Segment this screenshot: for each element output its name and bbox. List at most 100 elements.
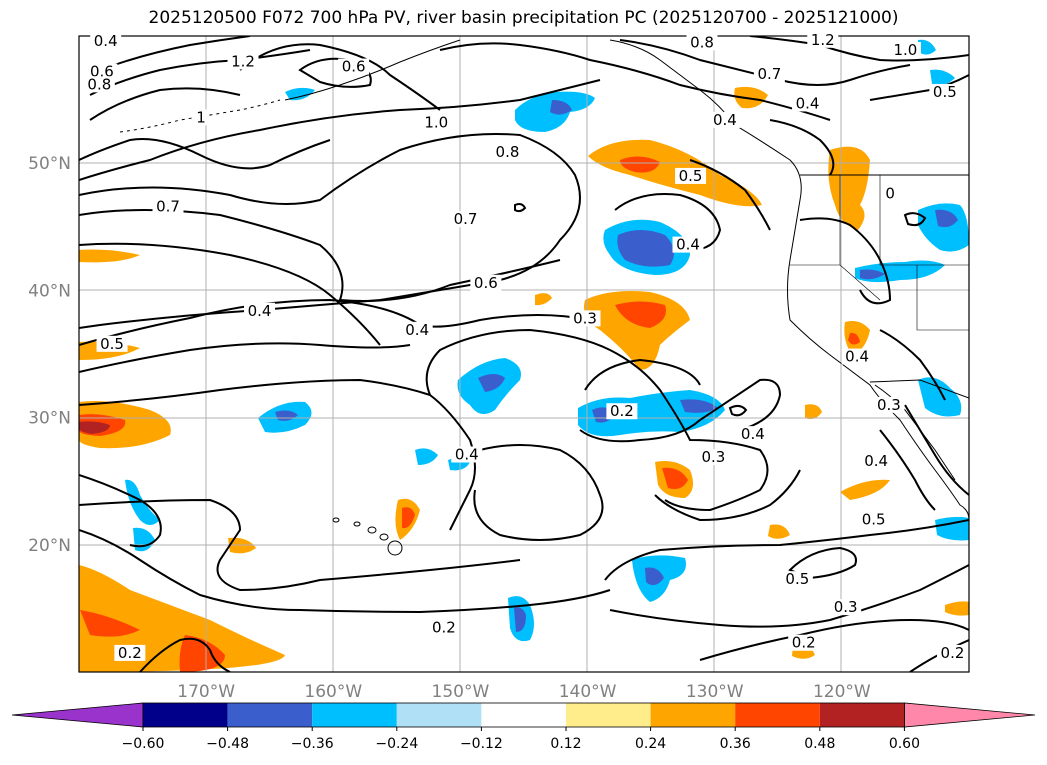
contour-label: 0.2: [941, 644, 965, 662]
longitude-tick-label: 160°W: [304, 682, 362, 702]
colorbar: −0.60 −0.48 −0.36 −0.24 −0.12 0.12 0.24 0.36 0.4…: [11, 702, 1036, 752]
pv-contour: [79, 242, 381, 346]
contour-label: 0.6: [474, 274, 498, 292]
contour-label-background: [753, 66, 785, 83]
contour-label-background: [883, 185, 897, 202]
precip-negative-core: [680, 399, 718, 413]
figure-title: 2025120500 F072 700 hPa PV, river basin …: [148, 8, 899, 28]
pv-contour: [473, 444, 604, 541]
precip-negative-patch: [415, 448, 438, 465]
colorbar-segment: [143, 703, 228, 727]
precip-positive-core: [179, 635, 225, 672]
precip-positive-core: [402, 507, 415, 529]
contour-label-background: [227, 53, 259, 70]
colorbar-tick-label: 0.48: [804, 736, 835, 752]
pv-contour: [579, 378, 782, 443]
contour-label: 1.2: [231, 52, 255, 70]
precip-negative-core: [514, 607, 526, 632]
contour-label-background: [858, 511, 890, 528]
precip-negative-core: [617, 230, 674, 267]
precip-positive-patch: [79, 401, 171, 449]
colorbar-segment: [566, 703, 651, 727]
colorbar-tick-label: 0.12: [550, 736, 581, 752]
contour-label-background: [788, 634, 820, 651]
latitude-tick-label: 50°N: [28, 154, 71, 174]
pv-contour: [699, 618, 969, 661]
pv-contour: [689, 159, 771, 231]
contour-label-background: [83, 76, 115, 93]
pv-contour: [654, 469, 801, 522]
colorbar-tick-label: 0.36: [720, 736, 751, 752]
colorbar-segment: [650, 703, 736, 727]
pv-contour: [614, 193, 722, 251]
colorbar-tick-label: −0.12: [460, 736, 503, 752]
precip-positive-patch: [945, 601, 969, 616]
colorbar-segment: [227, 703, 313, 727]
colorbar-tick-label: −0.60: [122, 736, 165, 752]
contour-label-background: [672, 236, 704, 253]
pv-contour: [584, 358, 701, 391]
contour-label: 1.0: [893, 41, 917, 59]
contour-label: 0.4: [248, 302, 272, 320]
contour-label-background: [781, 571, 813, 588]
contour-label-background: [606, 403, 638, 420]
contour-label: 0.6: [342, 58, 366, 76]
latitude-tick-label: 20°N: [28, 536, 71, 556]
colorbar-extend-min: [11, 702, 144, 728]
state-borders: [790, 175, 969, 331]
pv-contour: [788, 546, 857, 580]
precip-positive-patch: [588, 139, 762, 207]
precip-positive-core: [620, 156, 660, 173]
pv-contour: [79, 474, 162, 548]
pv-contour: [799, 217, 892, 305]
colorbar-extend-max: [904, 702, 1036, 728]
longitude-tick-label: 130°W: [686, 682, 744, 702]
precip-positive-patch: [228, 537, 256, 554]
precip-negative-core: [478, 374, 505, 392]
ocean-background: [79, 36, 969, 672]
contour-label: 0.4: [94, 32, 118, 50]
precip-negative-patch: [918, 39, 936, 55]
contour-label: 0.6: [90, 63, 114, 81]
pv-contour: [99, 36, 251, 71]
pv-contour: [139, 637, 231, 672]
longitude-tick-label: 120°W: [813, 682, 871, 702]
latitude-tick-label: 40°N: [28, 281, 71, 301]
contour-label: 0.5: [679, 167, 703, 185]
precip-negative-core: [645, 567, 664, 586]
contour-label: 0.5: [785, 570, 809, 588]
contour-label: 1.2: [811, 31, 835, 49]
colorbar-segment: [735, 703, 820, 727]
map-plot-area: [79, 36, 969, 672]
pv-contour: [879, 429, 936, 511]
contour-label-background: [420, 114, 452, 131]
contour-label-background: [889, 41, 921, 58]
contour-label: 0.2: [792, 634, 816, 652]
pv-contour: [904, 404, 969, 496]
contour-label-background: [929, 83, 961, 100]
pv-contour: [79, 138, 331, 170]
contour-label-background: [807, 31, 839, 48]
contour-label-background: [792, 95, 824, 112]
contour-label: 0.4: [796, 94, 820, 112]
map-frame: [78, 35, 970, 673]
contour-label: 0.5: [933, 83, 957, 101]
contour-label-background: [873, 396, 905, 413]
contour-label-background: [96, 335, 128, 352]
pv-contour: [439, 42, 831, 121]
contour-label-background: [675, 167, 707, 184]
pv-contour: [609, 564, 969, 628]
contour-label: 0.4: [713, 111, 737, 129]
contour-label-background: [569, 310, 601, 327]
contour-label: 0.3: [573, 309, 597, 327]
precip-negative-core: [550, 100, 572, 115]
contour-label-background: [470, 274, 502, 291]
contour-label: 0.7: [757, 65, 781, 83]
contour-label-background: [737, 426, 769, 443]
colorbar-tick-label: −0.24: [375, 736, 418, 752]
precip-positive-patch: [79, 249, 140, 263]
us-mexico-border: [869, 379, 969, 399]
precip-positive-patch: [840, 479, 890, 500]
pv-contour: [79, 298, 591, 346]
